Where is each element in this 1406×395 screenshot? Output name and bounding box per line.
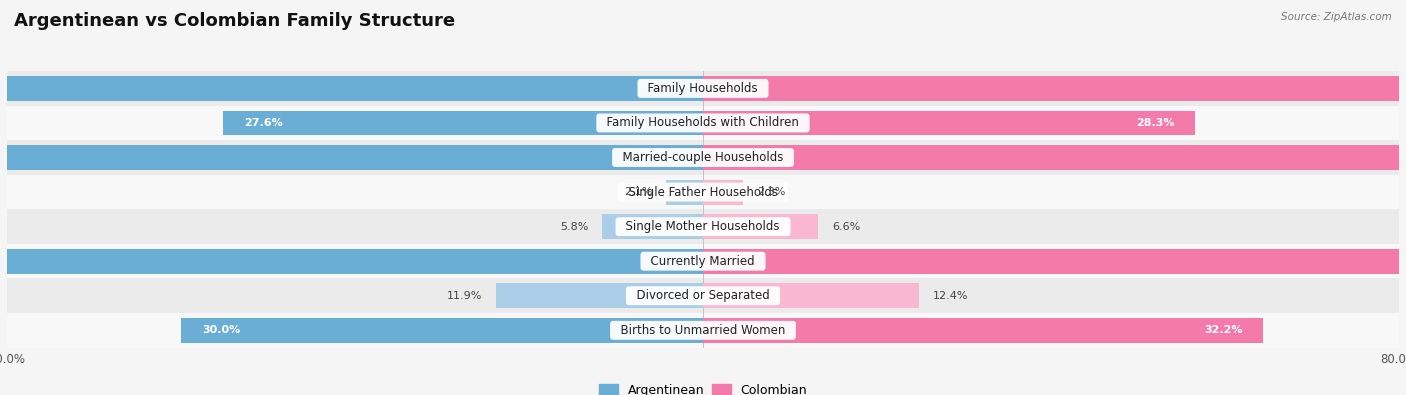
- Text: Family Households: Family Households: [641, 82, 765, 95]
- Text: 12.4%: 12.4%: [932, 291, 969, 301]
- Bar: [703, 214, 818, 239]
- Bar: [602, 214, 703, 239]
- Bar: [703, 249, 1406, 274]
- Bar: [222, 111, 703, 135]
- Bar: [703, 180, 742, 205]
- Text: Divorced or Separated: Divorced or Separated: [628, 289, 778, 302]
- Text: 27.6%: 27.6%: [243, 118, 283, 128]
- Bar: [703, 145, 1406, 170]
- Bar: [0, 76, 703, 101]
- Text: 30.0%: 30.0%: [202, 325, 240, 335]
- Bar: [7, 140, 1399, 175]
- Text: Married-couple Households: Married-couple Households: [614, 151, 792, 164]
- Bar: [496, 283, 703, 308]
- Bar: [703, 318, 1263, 343]
- Bar: [7, 313, 1399, 348]
- Bar: [7, 175, 1399, 209]
- Text: Family Households with Children: Family Households with Children: [599, 117, 807, 130]
- Text: Argentinean vs Colombian Family Structure: Argentinean vs Colombian Family Structur…: [14, 12, 456, 30]
- Legend: Argentinean, Colombian: Argentinean, Colombian: [593, 379, 813, 395]
- Text: Births to Unmarried Women: Births to Unmarried Women: [613, 324, 793, 337]
- Bar: [703, 76, 1406, 101]
- Bar: [703, 283, 918, 308]
- Bar: [181, 318, 703, 343]
- Bar: [0, 145, 703, 170]
- Text: Currently Married: Currently Married: [644, 255, 762, 268]
- Text: 6.6%: 6.6%: [832, 222, 860, 231]
- Text: 28.3%: 28.3%: [1136, 118, 1174, 128]
- Bar: [7, 71, 1399, 106]
- Text: 2.1%: 2.1%: [624, 187, 652, 197]
- Text: Source: ZipAtlas.com: Source: ZipAtlas.com: [1281, 12, 1392, 22]
- Text: 2.3%: 2.3%: [756, 187, 786, 197]
- Bar: [7, 106, 1399, 140]
- Bar: [7, 244, 1399, 278]
- Bar: [7, 278, 1399, 313]
- Text: 5.8%: 5.8%: [560, 222, 588, 231]
- Bar: [0, 249, 703, 274]
- Bar: [666, 180, 703, 205]
- Text: 32.2%: 32.2%: [1204, 325, 1243, 335]
- Text: 11.9%: 11.9%: [447, 291, 482, 301]
- Text: Single Father Households: Single Father Households: [621, 186, 785, 199]
- Text: Single Mother Households: Single Mother Households: [619, 220, 787, 233]
- Bar: [703, 111, 1195, 135]
- Bar: [7, 209, 1399, 244]
